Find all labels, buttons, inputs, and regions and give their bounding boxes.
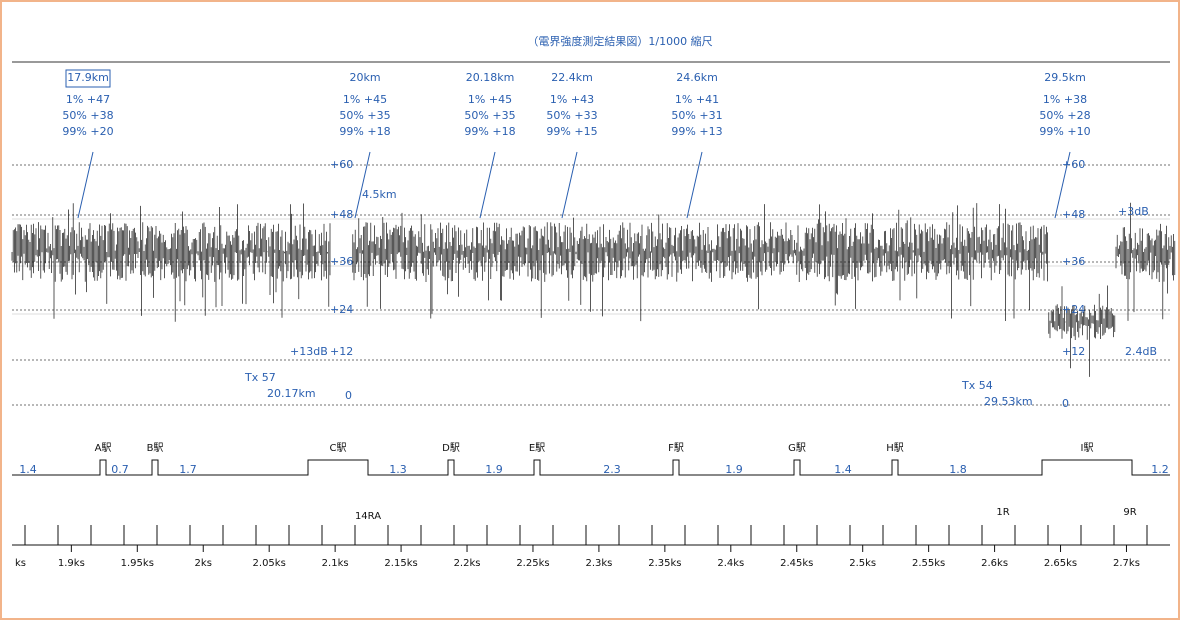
axis-tick-label: 2.7ks (1113, 558, 1140, 569)
level-label-right: +12 (1062, 345, 1085, 358)
annotation-percentile: 99% +13 (671, 125, 722, 138)
tx-distance: 20.17km (267, 387, 316, 400)
station-label: H駅 (886, 442, 904, 454)
annotation-percentile: 50% +28 (1039, 109, 1090, 122)
span-label: 1.7 (179, 463, 197, 476)
signal-trace (11, 202, 1176, 377)
note: 4.5km (362, 188, 397, 201)
title: （電界強度測定結果図）1/1000 縮尺 (527, 34, 712, 48)
axis-tick-label: 2.1ks (322, 558, 349, 569)
annotation-percentile: 99% +18 (339, 125, 390, 138)
station-label: B駅 (147, 442, 164, 454)
level-label-right: +60 (1062, 158, 1085, 171)
tx-zero: 0 (345, 389, 352, 402)
annotation-arrow (561, 151, 578, 219)
annotation-distance: 20km (349, 71, 380, 84)
annotation-distance: 22.4km (551, 71, 593, 84)
annotation-arrow (479, 151, 496, 219)
axis-tick-label: 1.9ks (58, 558, 85, 569)
axis-tick-label: 2.55ks (912, 558, 945, 569)
marker-label: 1R (996, 507, 1009, 518)
axis-tick-label: 2.2ks (454, 558, 481, 569)
station-label: E駅 (529, 442, 545, 454)
tx-name: Tx 54 (961, 379, 993, 392)
span-label: 1.3 (389, 463, 407, 476)
station-label: A駅 (95, 442, 112, 454)
level-label-right: +36 (1062, 255, 1085, 268)
annotation-percentile: 50% +38 (62, 109, 113, 122)
annotation-distance: 20.18km (466, 71, 515, 84)
track (12, 459, 1170, 476)
annotation-percentile: 99% +18 (464, 125, 515, 138)
annotation-percentile: 1% +38 (1043, 93, 1087, 106)
annotation-arrow (77, 151, 94, 219)
span-label: 1.9 (725, 463, 743, 476)
annotation-arrow (1054, 151, 1071, 219)
annotation-percentile: 50% +33 (546, 109, 597, 122)
annotation-percentile: 1% +43 (550, 93, 594, 106)
level-label-left: +48 (330, 208, 353, 221)
station-label: G駅 (788, 442, 806, 454)
axis-tick-label: 2.05ks (253, 558, 286, 569)
span-label: 1.2 (1151, 463, 1169, 476)
annotation-percentile: 1% +45 (343, 93, 387, 106)
axis-tick-label: 2.35ks (648, 558, 681, 569)
annotation-percentile: 1% +41 (675, 93, 719, 106)
level-label-left: +12 (330, 345, 353, 358)
axis-tick-label: 2.4ks (717, 558, 744, 569)
axis-tick-label: 2.5ks (849, 558, 876, 569)
annotation-distance: 17.9km (67, 71, 109, 84)
annotation-percentile: 99% +10 (1039, 125, 1090, 138)
level-label-right: +24 (1062, 303, 1085, 316)
axis-tick-label: 2.3ks (585, 558, 612, 569)
note: +3dB (1118, 205, 1149, 218)
annotation-percentile: 1% +47 (66, 93, 110, 106)
annotation-arrow (686, 151, 703, 219)
annotation-percentile: 99% +20 (62, 125, 113, 138)
level-label-left: +36 (330, 255, 353, 268)
station-label: C駅 (330, 442, 347, 454)
axis-tick-label: 1.95ks (121, 558, 154, 569)
axis-tick-label: 2.15ks (384, 558, 417, 569)
tx-name: Tx 57 (244, 371, 276, 384)
note: 2.4dB (1125, 345, 1157, 358)
level-label-left: +24 (330, 303, 353, 316)
axis-tick-label: 2ks (195, 558, 212, 569)
span-label: 1.4 (834, 463, 852, 476)
axis-tick-label: 2.25ks (516, 558, 549, 569)
span-label: 1.4 (19, 463, 37, 476)
annotation-percentile: 50% +35 (339, 109, 390, 122)
annotation-arrow (354, 151, 371, 219)
annotation-box (65, 69, 111, 88)
annotation-percentile: 1% +45 (468, 93, 512, 106)
axis-tick-label: 2.45ks (780, 558, 813, 569)
axis-unit: ks (15, 558, 26, 569)
annotation-distance: 29.5km (1044, 71, 1086, 84)
span-label: 1.8 (949, 463, 967, 476)
station-label: I駅 (1081, 442, 1094, 454)
tx-distance: 29.53km (984, 395, 1033, 408)
axis-tick-label: 2.65ks (1044, 558, 1077, 569)
marker-label: 9R (1123, 507, 1136, 518)
station-label: F駅 (668, 442, 684, 454)
annotation-percentile: 99% +15 (546, 125, 597, 138)
annotation-percentile: 50% +35 (464, 109, 515, 122)
station-label: D駅 (442, 442, 460, 454)
annotation-distance: 24.6km (676, 71, 718, 84)
marker-label: 14RA (355, 511, 381, 522)
annotation-percentile: 50% +31 (671, 109, 722, 122)
level-label-left: +60 (330, 158, 353, 171)
tx-zero: 0 (1062, 397, 1069, 410)
note: +13dB (290, 345, 328, 358)
span-label: 0.7 (111, 463, 129, 476)
span-label: 1.9 (485, 463, 503, 476)
axis-tick-label: 2.6ks (981, 558, 1008, 569)
span-label: 2.3 (603, 463, 621, 476)
level-label-right: +48 (1062, 208, 1085, 221)
